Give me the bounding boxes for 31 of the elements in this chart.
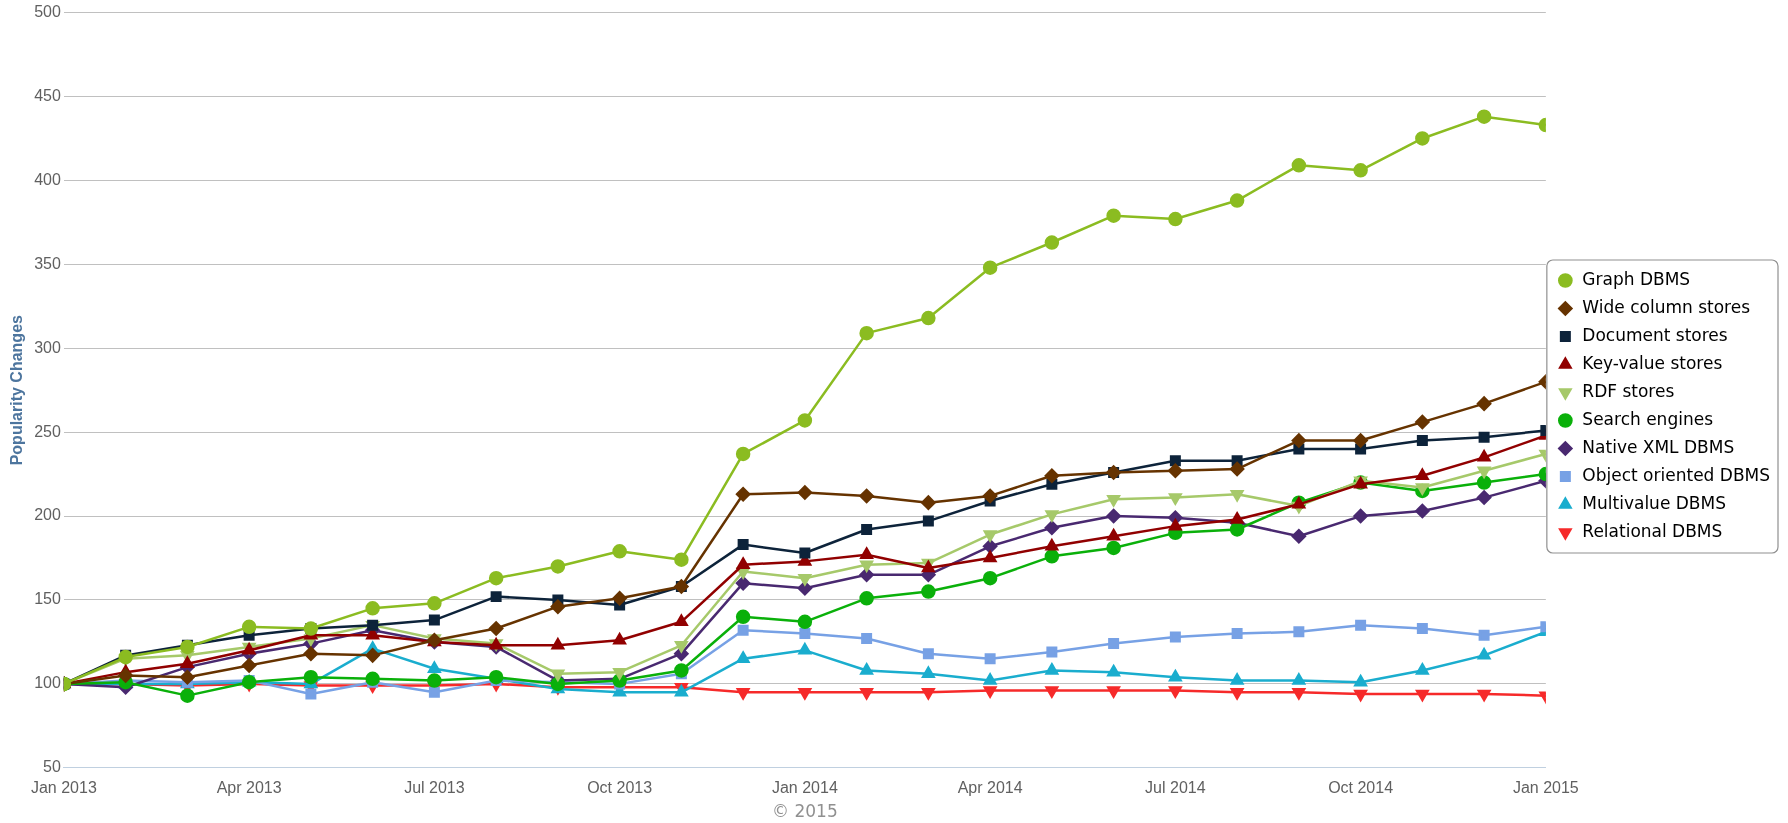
x-tick-label: Apr 2013: [216, 778, 282, 796]
legend-label: Search engines: [1582, 408, 1714, 429]
legend-label: Graph DBMS: [1582, 268, 1691, 289]
y-tick-label: 450: [34, 86, 61, 104]
y-tick-label: 400: [34, 170, 61, 188]
legend-label: Object oriented DBMS: [1582, 464, 1771, 485]
legend-label: RDF stores: [1582, 380, 1675, 401]
x-tick-label: Apr 2014: [957, 778, 1023, 796]
x-tick-label: Jul 2013: [404, 778, 465, 796]
legend-label: Wide column stores: [1582, 296, 1751, 317]
y-tick-label: 100: [34, 674, 61, 692]
y-tick-label: 250: [34, 422, 61, 440]
legend-label: Native XML DBMS: [1582, 436, 1735, 457]
x-tick-label: Jul 2014: [1145, 778, 1206, 796]
y-tick-label: 200: [34, 506, 61, 524]
legend-label: Multivalue DBMS: [1582, 492, 1726, 513]
x-tick-label: Oct 2014: [1328, 778, 1394, 796]
y-tick-label: 500: [34, 3, 61, 21]
y-tick-label: 300: [34, 338, 61, 356]
y-tick-label: 350: [34, 254, 61, 272]
x-tick-label: Jan 2015: [1512, 778, 1579, 796]
legend-label: Relational DBMS: [1582, 520, 1723, 541]
y-axis-title: Popularity Changes: [8, 314, 26, 466]
x-tick-label: Oct 2013: [587, 778, 653, 796]
text: © 2015: [772, 800, 838, 821]
x-tick-label: Jan 2013: [30, 778, 97, 796]
y-tick-label: 150: [34, 590, 61, 608]
legend-label: Key-value stores: [1582, 352, 1723, 373]
y-tick-label: 50: [43, 758, 61, 776]
legend-label: Document stores: [1582, 324, 1728, 345]
x-tick-label: Jan 2014: [771, 778, 838, 796]
